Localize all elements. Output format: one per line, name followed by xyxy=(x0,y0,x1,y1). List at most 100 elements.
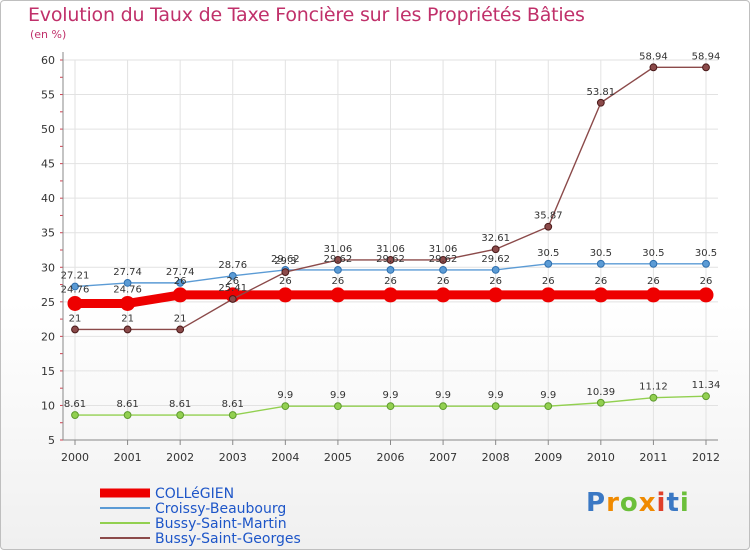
data-point xyxy=(544,402,553,411)
y-tick-label: 40 xyxy=(41,192,55,205)
data-point xyxy=(123,325,132,334)
data-label: 29.62 xyxy=(324,254,353,265)
data-point xyxy=(334,402,342,411)
legend-label: COLLéGIEN xyxy=(155,486,234,502)
data-point xyxy=(334,265,342,274)
x-tick-label: 2012 xyxy=(692,451,720,464)
data-point xyxy=(439,265,447,274)
data-point xyxy=(228,271,237,280)
data-point xyxy=(71,411,79,419)
data-label: 26 xyxy=(174,276,187,287)
data-label: 26 xyxy=(700,276,713,287)
data-point xyxy=(176,278,185,287)
axes: 5 10 15 20 25 30 35 40 45 50 55 60 2000 2001 2002 2003 2… xyxy=(41,52,720,464)
data-label: 29.62 xyxy=(429,254,458,265)
y-tick-label: 30 xyxy=(41,261,55,274)
data-point xyxy=(649,393,658,402)
x-tick-label: 2002 xyxy=(166,451,194,464)
data-point xyxy=(649,259,658,268)
x-tick-label: 2009 xyxy=(534,451,562,464)
legend-label: Croissy-Beaubourg xyxy=(155,501,286,517)
data-point xyxy=(228,411,237,419)
data-point xyxy=(540,287,556,303)
data-label: 21 xyxy=(69,313,82,324)
legend-label: Bussy-Saint-Georges xyxy=(155,531,301,547)
grid xyxy=(63,59,718,441)
data-label: 27.74 xyxy=(113,267,142,278)
data-point xyxy=(702,392,710,401)
data-label: 26 xyxy=(437,276,450,287)
x-tick-label: 2003 xyxy=(219,451,247,464)
data-point xyxy=(123,411,132,419)
y-tick-label: 5 xyxy=(48,434,55,447)
data-label: 29.62 xyxy=(271,254,300,265)
data-label: 35.87 xyxy=(534,211,563,222)
data-point xyxy=(228,295,237,303)
data-point xyxy=(120,295,136,311)
data-label: 26 xyxy=(647,276,660,287)
data-label: 26 xyxy=(489,276,502,287)
data-label: 29.62 xyxy=(481,254,510,265)
data-label: 26 xyxy=(226,276,239,287)
data-label: 24.76 xyxy=(113,284,142,295)
data-point xyxy=(67,295,83,311)
data-label: 9.9 xyxy=(435,390,451,401)
data-point xyxy=(176,325,185,334)
data-label: 26 xyxy=(594,276,607,287)
legend-label: Bussy-Saint-Martin xyxy=(155,516,287,532)
data-label: 27.74 xyxy=(166,267,195,278)
data-point xyxy=(698,287,714,303)
data-point xyxy=(544,222,553,231)
data-label: 8.61 xyxy=(222,399,244,410)
data-point xyxy=(702,63,710,72)
data-point xyxy=(649,63,658,72)
data-point xyxy=(491,245,500,254)
data-point xyxy=(596,398,605,407)
data-point xyxy=(439,402,447,411)
data-label: 32.61 xyxy=(481,233,510,244)
data-point xyxy=(645,287,661,303)
x-tick-label: 2005 xyxy=(324,451,352,464)
data-label: 53.81 xyxy=(587,87,616,98)
data-point xyxy=(544,259,553,268)
data-label: 30.5 xyxy=(695,248,717,259)
y-tick-label: 45 xyxy=(41,158,55,171)
x-tick-label: 2011 xyxy=(639,451,667,464)
data-point xyxy=(435,287,451,303)
data-label: 31.06 xyxy=(429,244,458,255)
chart-title: Evolution du Taux de Taxe Foncière sur l… xyxy=(28,4,585,26)
x-tick-label: 2010 xyxy=(587,451,615,464)
y-tick-label: 50 xyxy=(41,123,55,136)
unit-label: (en %) xyxy=(30,28,67,41)
legend: COLLéGIENCroissy-BeaubourgBussy-Saint-Ma… xyxy=(100,486,301,547)
data-point xyxy=(386,265,395,274)
data-label: 25.41 xyxy=(218,283,247,294)
data-labels: 24.76 24.76 26 26 26 26 26 26 26 26 26 26 26 27.21 27.… xyxy=(61,51,721,410)
series-layer xyxy=(67,63,714,419)
y-tick-label: 20 xyxy=(41,330,55,343)
data-label: 31.06 xyxy=(376,244,405,255)
data-point xyxy=(281,402,290,411)
data-point xyxy=(386,256,395,264)
data-point xyxy=(71,282,79,291)
data-label: 29.62 xyxy=(376,254,405,265)
data-label: 11.12 xyxy=(639,382,668,393)
data-point xyxy=(71,325,79,334)
data-label: 11.34 xyxy=(692,380,721,391)
y-tick-label: 35 xyxy=(41,227,55,240)
data-point xyxy=(334,256,342,264)
data-label: 21 xyxy=(121,313,134,324)
data-label: 10.39 xyxy=(587,387,616,398)
data-label: 9.9 xyxy=(488,390,504,401)
x-tick-label: 2000 xyxy=(61,451,89,464)
x-tick-label: 2007 xyxy=(429,451,457,464)
data-label: 9.9 xyxy=(383,390,399,401)
data-label: 26 xyxy=(279,276,292,287)
data-label: 27.21 xyxy=(61,271,90,282)
data-label: 8.61 xyxy=(116,399,138,410)
data-point xyxy=(596,259,605,268)
y-tick-label: 15 xyxy=(41,365,55,378)
data-point xyxy=(176,411,185,419)
